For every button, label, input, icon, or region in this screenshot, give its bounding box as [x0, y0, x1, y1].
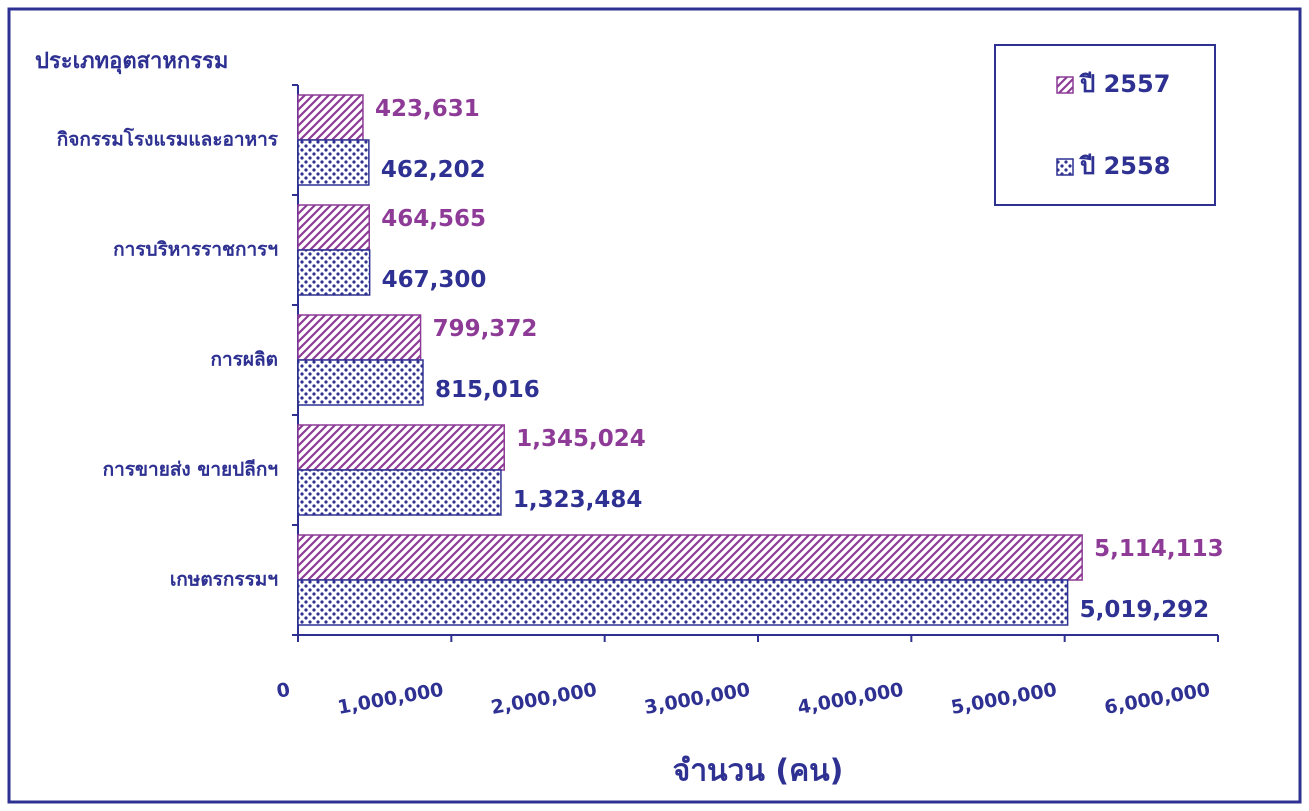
- legend-swatch: [1056, 76, 1074, 94]
- x-tick-label: 5,000,000: [949, 679, 1058, 719]
- legend-label: ปี 2557: [1079, 70, 1171, 98]
- bar: [297, 424, 505, 471]
- x-tick-label: 3,000,000: [643, 679, 752, 719]
- y-axis-title: ประเภทอุตสาหกรรม: [35, 49, 228, 75]
- frame: [7, 7, 1302, 804]
- value-label: 5,114,113: [1094, 536, 1224, 562]
- y-tick-label: การผลิต: [211, 349, 279, 371]
- bar: [297, 249, 371, 296]
- y-tick-label: เกษตรกรรมฯ: [170, 569, 278, 591]
- legend-swatch: [1056, 158, 1074, 176]
- legend-label: ปี 2558: [1079, 152, 1171, 180]
- x-tick-label: 1,000,000: [336, 679, 445, 719]
- bar: [297, 94, 364, 141]
- y-tick-label: การบริหารราชการฯ: [113, 239, 278, 261]
- value-label: 467,300: [382, 267, 487, 293]
- value-label: 462,202: [381, 157, 486, 183]
- bar: [297, 359, 424, 406]
- value-label: 1,323,484: [513, 487, 643, 513]
- y-tick-label: กิจกรรมโรงแรมและอาหาร: [57, 128, 279, 151]
- x-tick-label: 4,000,000: [796, 679, 905, 719]
- bar: [297, 469, 502, 516]
- legend-box: [994, 44, 1216, 206]
- bar: [297, 204, 370, 251]
- value-label: 1,345,024: [516, 426, 646, 452]
- x-tick-label: 6,000,000: [1103, 679, 1212, 719]
- value-label: 423,631: [375, 96, 480, 122]
- value-label: 799,372: [433, 316, 538, 342]
- bar: [297, 579, 1069, 626]
- x-axis-title: จำนวน (คน): [673, 754, 844, 789]
- x-tick-label: 2,000,000: [489, 679, 598, 719]
- bar: [297, 139, 370, 186]
- x-tick-label: 0: [275, 679, 292, 703]
- bar: [297, 534, 1083, 581]
- value-label: 5,019,292: [1080, 597, 1210, 623]
- value-label: 464,565: [381, 206, 486, 232]
- bar: [297, 314, 422, 361]
- y-tick-label: การขายส่ง ขายปลีกฯ: [103, 459, 278, 481]
- value-label: 815,016: [435, 377, 540, 403]
